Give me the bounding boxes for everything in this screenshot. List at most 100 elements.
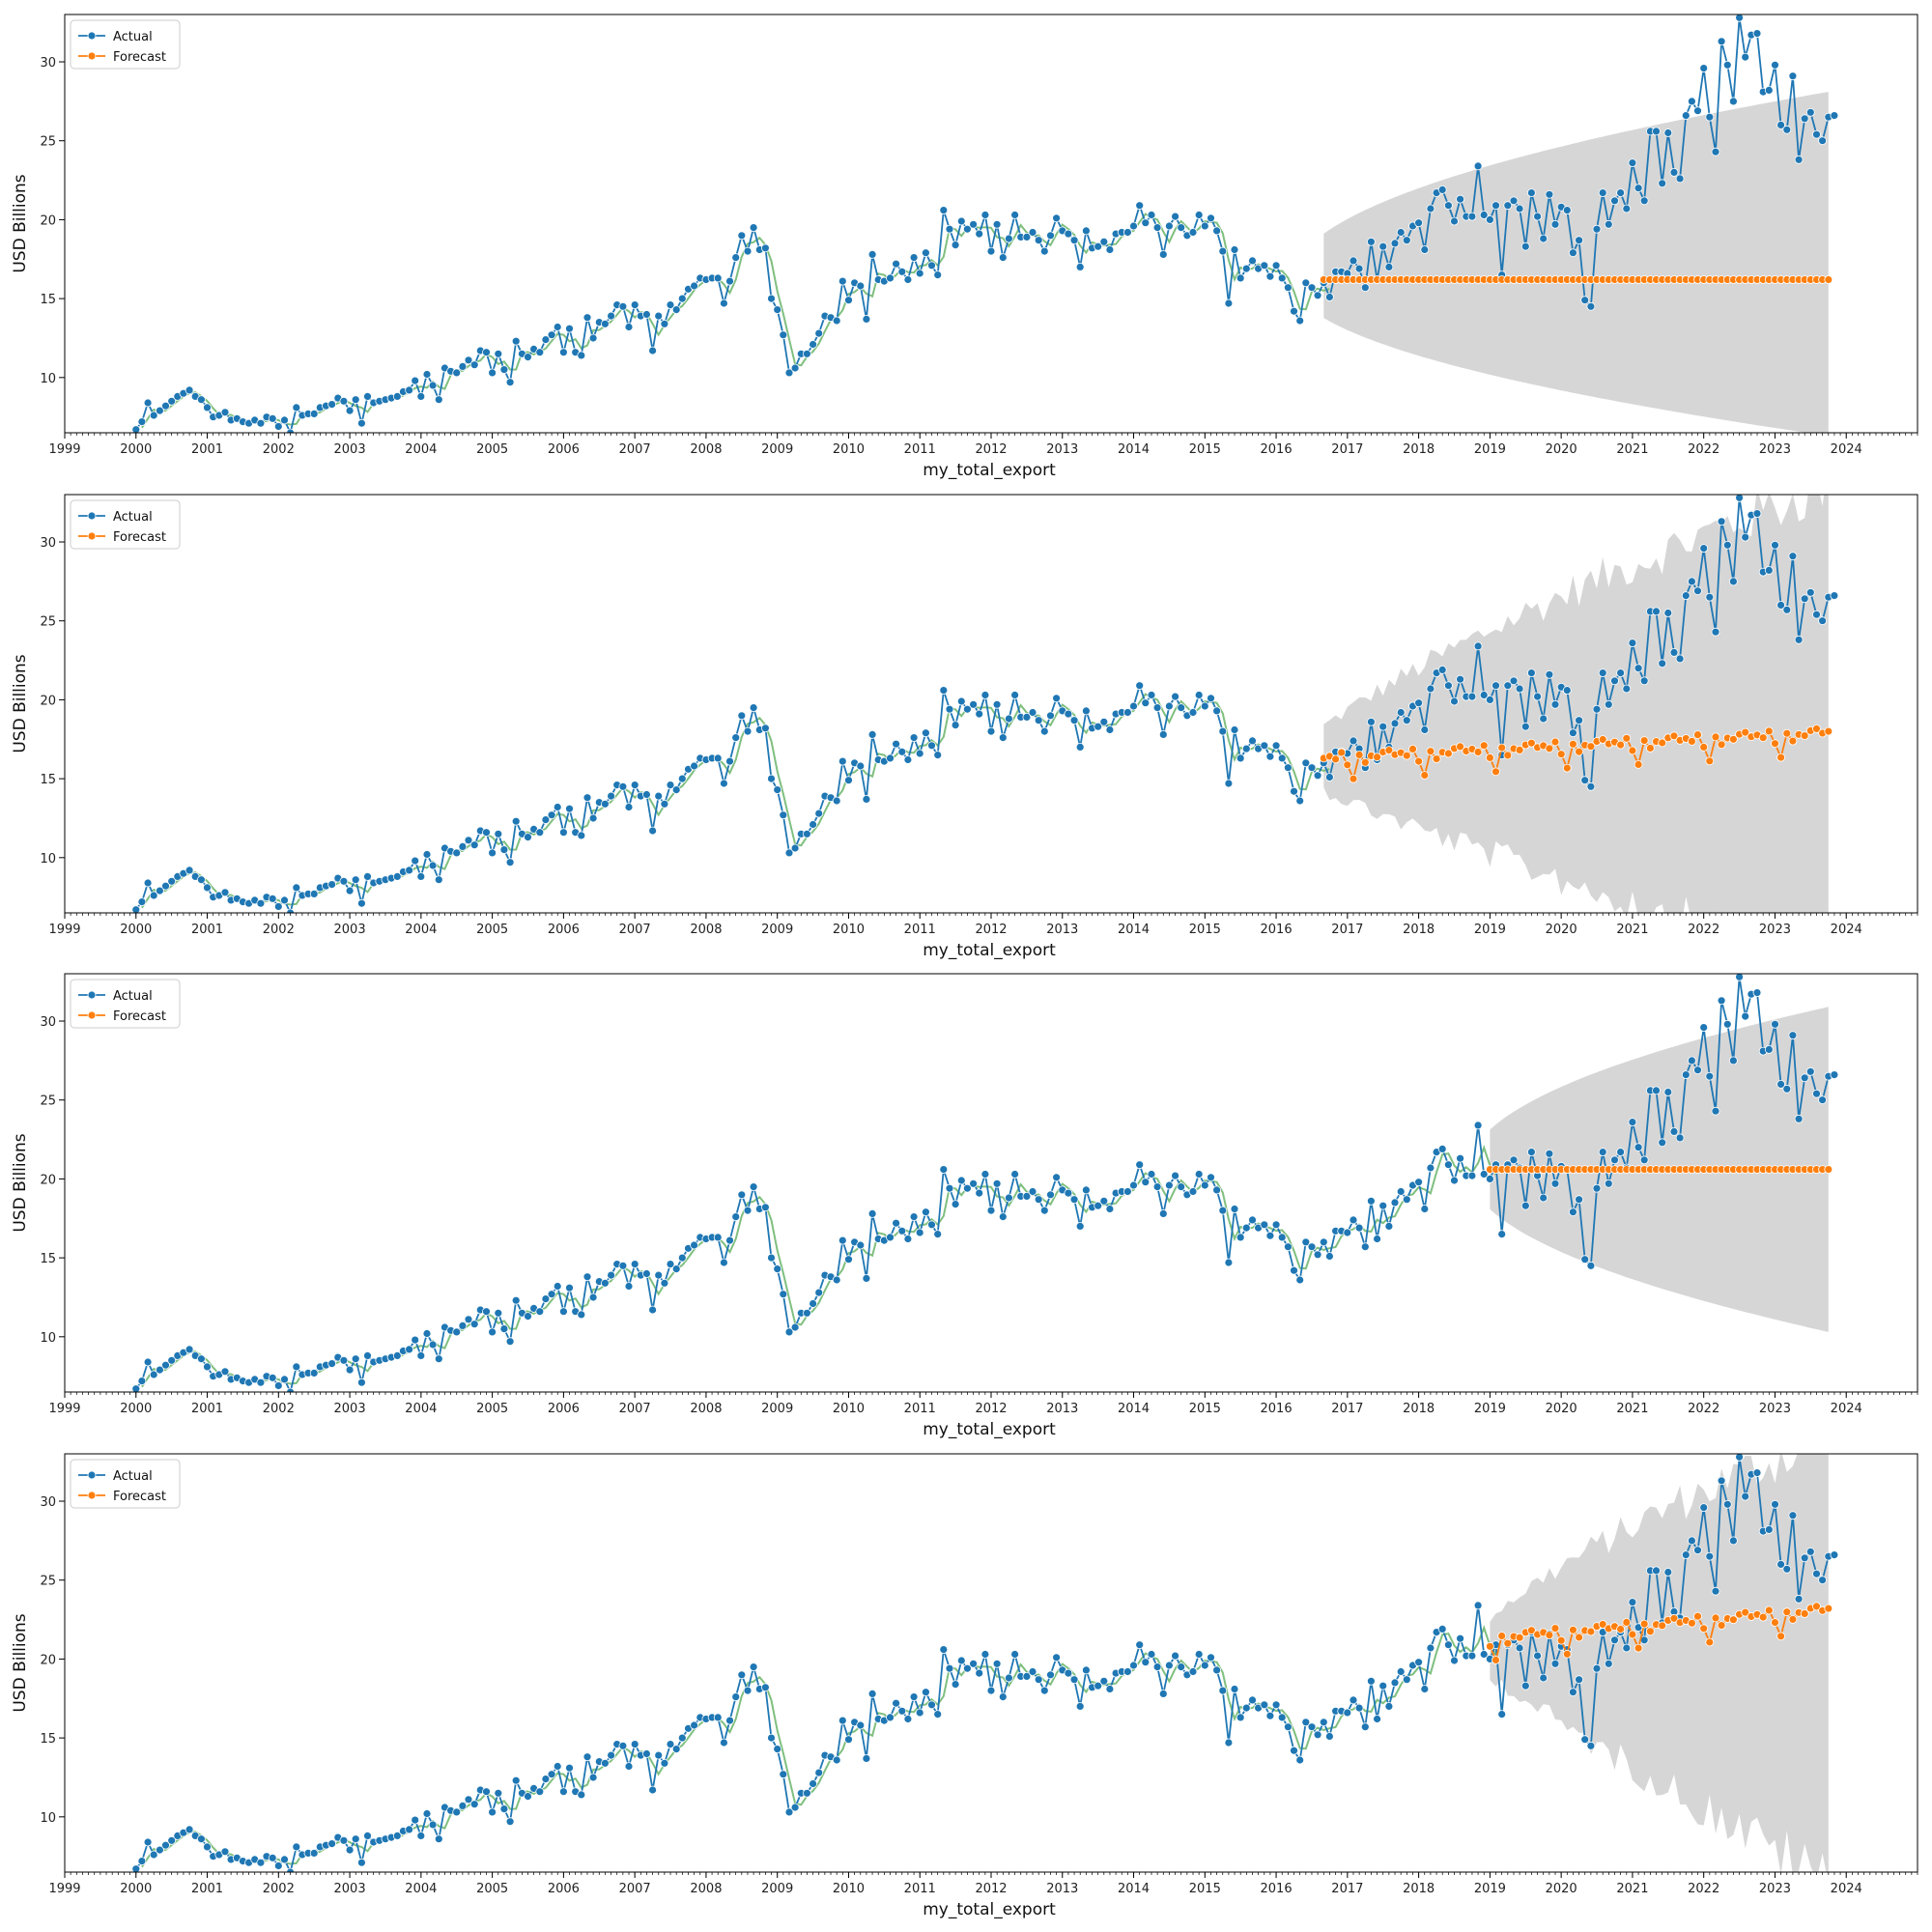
x-tick-label: 2001 xyxy=(191,1402,223,1416)
x-tick-label: 2014 xyxy=(1118,1882,1150,1896)
actual-point xyxy=(660,1758,669,1768)
actual-point xyxy=(1396,708,1406,717)
actual-point xyxy=(588,1773,598,1782)
actual-point xyxy=(196,1354,206,1364)
actual-point xyxy=(1515,1643,1524,1653)
actual-point xyxy=(309,1849,319,1858)
forecast-point xyxy=(1824,275,1833,284)
x-tick-label: 2019 xyxy=(1474,442,1506,457)
actual-point xyxy=(1075,743,1085,752)
forecast-point xyxy=(1764,1605,1774,1615)
actual-point xyxy=(690,281,698,291)
actual-point xyxy=(1592,1183,1602,1193)
x-tick-label: 2003 xyxy=(334,923,366,937)
actual-point xyxy=(773,785,782,794)
x-tick-label: 2004 xyxy=(405,1882,437,1896)
actual-point xyxy=(790,843,800,853)
actual-point xyxy=(203,403,212,412)
forecast-point xyxy=(1693,730,1702,739)
x-tick-label: 2022 xyxy=(1688,923,1719,937)
actual-point xyxy=(559,1787,568,1797)
actual-point xyxy=(1812,610,1821,619)
actual-point xyxy=(1373,1235,1381,1243)
actual-point xyxy=(922,1688,930,1697)
actual-point xyxy=(630,300,639,310)
actual-point xyxy=(1064,229,1073,239)
actual-point xyxy=(1681,1550,1690,1559)
actual-point xyxy=(1265,271,1275,281)
actual-point xyxy=(956,1176,966,1185)
actual-point xyxy=(1075,262,1085,271)
actual-point xyxy=(1325,1252,1334,1261)
actual-point xyxy=(1248,256,1257,266)
actual-point xyxy=(856,1240,866,1250)
actual-point xyxy=(553,1282,562,1291)
actual-point xyxy=(1218,726,1228,736)
x-tick-label: 2016 xyxy=(1261,442,1293,457)
actual-point xyxy=(1562,686,1572,695)
forecast-point xyxy=(1408,745,1417,753)
actual-point xyxy=(1569,1688,1577,1697)
actual-point xyxy=(939,686,949,695)
actual-point xyxy=(1188,228,1198,237)
forecast-point xyxy=(1693,1611,1702,1621)
y-tick-label: 15 xyxy=(40,293,56,307)
chart-panel-4: 1999 2000 2001 2002 2003 2004 2005 2006 2007 2008… xyxy=(11,1453,1918,1919)
actual-point xyxy=(1349,256,1358,266)
actual-point xyxy=(601,1758,610,1768)
actual-point xyxy=(892,1698,900,1708)
x-tick-label: 2010 xyxy=(833,1882,865,1896)
actual-point xyxy=(713,1713,723,1722)
actual-point xyxy=(1171,1651,1179,1661)
fitted-line xyxy=(141,1145,1497,1388)
actual-point xyxy=(1604,1179,1613,1188)
forecast-point xyxy=(1729,1615,1738,1625)
x-tick-label: 2016 xyxy=(1261,1402,1293,1416)
actual-point xyxy=(1456,674,1464,684)
actual-point xyxy=(1669,167,1679,177)
actual-point xyxy=(1218,1686,1228,1695)
actual-point xyxy=(1527,188,1536,198)
actual-point xyxy=(1699,1503,1709,1512)
actual-point xyxy=(986,726,996,736)
actual-point xyxy=(1705,1551,1715,1561)
actual-point xyxy=(1586,1741,1596,1750)
forecast-point xyxy=(1622,1618,1632,1627)
legend-marker xyxy=(87,51,97,61)
actual-point xyxy=(155,1845,164,1855)
forecast-point xyxy=(1699,743,1709,752)
actual-point xyxy=(434,875,443,885)
x-tick-label: 2002 xyxy=(263,442,295,457)
actual-point xyxy=(1039,1206,1049,1215)
forecast-point xyxy=(1741,1607,1750,1617)
actual-point xyxy=(1800,1553,1809,1563)
x-tick-label: 2003 xyxy=(334,1882,366,1896)
actual-point xyxy=(1492,681,1500,691)
actual-point xyxy=(1005,1193,1013,1203)
actual-point xyxy=(1052,1173,1061,1182)
actual-point xyxy=(1741,1492,1750,1501)
x-tick-label: 2015 xyxy=(1189,1402,1221,1416)
actual-point xyxy=(1486,214,1494,224)
actual-point xyxy=(1467,1171,1477,1180)
actual-point xyxy=(630,1260,639,1268)
legend-entry: Forecast xyxy=(113,50,166,65)
forecast-point xyxy=(1688,1618,1696,1628)
actual-point xyxy=(1414,1178,1423,1187)
actual-point xyxy=(327,1359,337,1368)
actual-point xyxy=(1367,1196,1376,1206)
actual-point xyxy=(980,691,990,699)
actual-point xyxy=(1171,692,1179,701)
actual-point xyxy=(416,391,426,401)
x-tick-label: 2016 xyxy=(1261,923,1293,937)
actual-point xyxy=(1141,1658,1151,1667)
actual-point xyxy=(677,294,687,303)
actual-point xyxy=(1520,1201,1530,1210)
actual-point xyxy=(862,1754,871,1763)
actual-point xyxy=(624,803,634,811)
actual-point xyxy=(951,241,960,250)
actual-point xyxy=(1212,226,1221,236)
actual-point xyxy=(1735,14,1744,22)
actual-point xyxy=(577,1790,586,1800)
actual-point xyxy=(1818,1576,1827,1585)
